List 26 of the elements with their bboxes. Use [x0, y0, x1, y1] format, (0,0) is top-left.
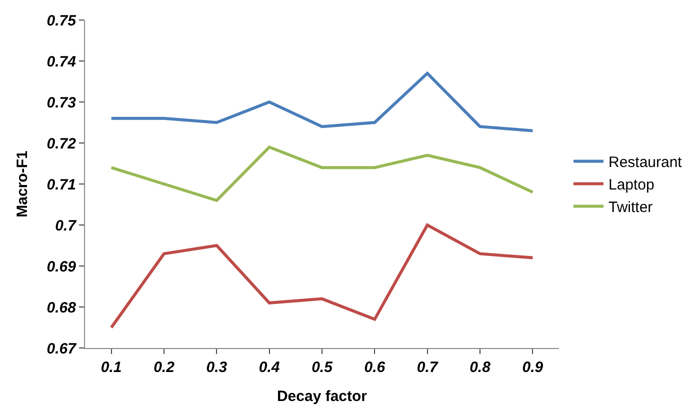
x-tick-label: 0.2: [154, 359, 176, 376]
x-tick-label: 0.5: [312, 359, 334, 376]
legend-label: Laptop: [608, 176, 654, 194]
y-tick-label: 0.67: [46, 340, 77, 358]
y-tick-label: 0.73: [46, 94, 77, 112]
line-series: [110, 146, 534, 202]
x-tick-label: 0.8: [470, 359, 492, 376]
x-tick-label: 0.9: [522, 359, 544, 376]
x-tick-label: 0.1: [100, 359, 122, 376]
y-tick-label: 0.68: [46, 299, 77, 316]
x-tick-label: 0.3: [206, 359, 228, 376]
y-tick-label: 0.74: [46, 53, 77, 70]
legend-label: Twitter: [608, 199, 653, 216]
y-tick-label: 0.71: [46, 176, 76, 194]
x-tick-label: 0.6: [364, 359, 386, 376]
legend-label: Restaurant: [608, 154, 683, 172]
line-series: [110, 224, 534, 329]
x-tick-label: 0.7: [416, 359, 438, 376]
y-tick-label: 0.72: [46, 135, 77, 152]
y-tick-label: 0.7: [55, 217, 77, 234]
y-tick-label: 0.69: [46, 258, 77, 276]
line-series: [110, 72, 534, 132]
y-tick-label: 0.75: [46, 12, 77, 30]
x-axis-title: Decay factor: [276, 388, 368, 405]
y-axis-title: Macro-F1: [14, 150, 32, 218]
x-tick-label: 0.4: [258, 359, 280, 376]
